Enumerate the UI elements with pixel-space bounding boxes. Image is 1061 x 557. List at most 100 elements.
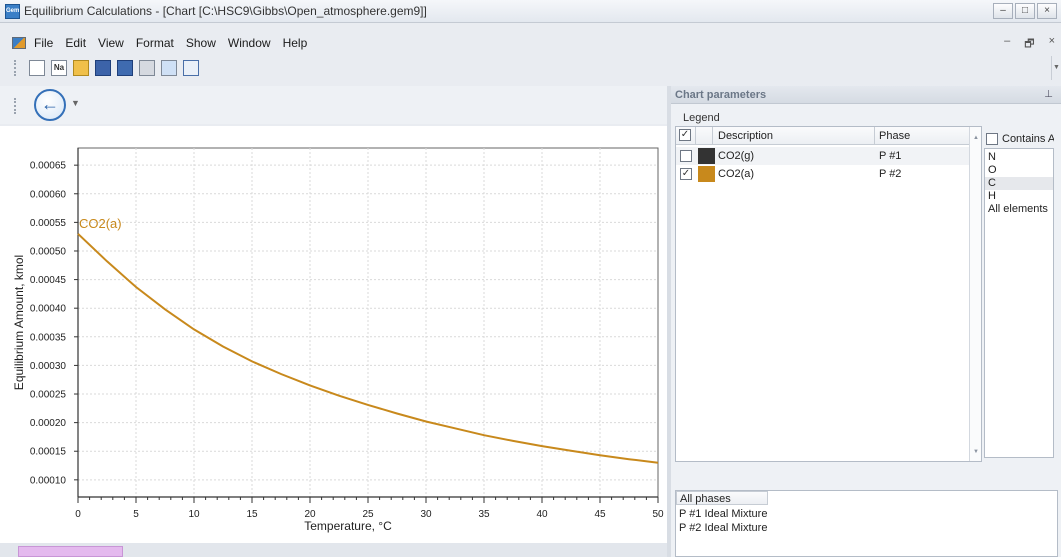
chevron-down-icon[interactable]: ▼ xyxy=(71,98,80,108)
column-phase[interactable]: Phase xyxy=(875,127,971,145)
element-item-n[interactable]: N xyxy=(988,151,996,163)
menu-format[interactable]: Format xyxy=(135,36,174,50)
minimize-button[interactable]: – xyxy=(993,3,1013,19)
maximize-button[interactable]: □ xyxy=(1015,3,1035,19)
menu-bar: File Edit View Format Show Window Help –… xyxy=(0,33,1061,53)
x-tick-label: 40 xyxy=(536,509,548,520)
legend-scrollbar[interactable]: ▲ ▼ xyxy=(969,127,981,461)
copy-icon[interactable] xyxy=(161,60,177,76)
menu-help[interactable]: Help xyxy=(282,36,308,50)
x-tick-label: 20 xyxy=(304,509,316,520)
table-icon[interactable] xyxy=(183,60,199,76)
new-file-icon[interactable] xyxy=(29,60,45,76)
app-logo-icon: Gem xyxy=(5,3,20,19)
y-tick-label: 0.00025 xyxy=(30,390,67,401)
plot-frame xyxy=(77,147,659,498)
x-tick-label: 50 xyxy=(652,509,664,520)
toolbar: Na ▼ xyxy=(0,56,1061,80)
navigation-bar xyxy=(0,86,667,124)
series-description: CO2(a) xyxy=(718,168,755,180)
y-tick-label: 0.00045 xyxy=(30,275,67,286)
series-description: CO2(g) xyxy=(718,150,755,162)
toolbar-grip[interactable] xyxy=(14,60,17,76)
series-checkbox[interactable]: ✓ xyxy=(680,168,692,180)
phase-item[interactable]: P #1 Ideal Mixture xyxy=(679,508,768,520)
series-color-swatch[interactable] xyxy=(698,166,715,182)
series-line xyxy=(77,233,659,464)
chart-parameters-panel: Chart parameters ⊥ Legend ✓ Description … xyxy=(671,86,1061,557)
series-phase: P #2 xyxy=(879,168,902,180)
window-title: Equilibrium Calculations - [Chart [C:\HS… xyxy=(24,4,427,18)
series-label: CO2(a) xyxy=(79,216,122,231)
phase-item[interactable]: P #2 Ideal Mixture xyxy=(679,522,768,534)
chart-area: 0 5 10 15 20 25 30 35 40 45 50 0.00010 0.00015 0.0002… xyxy=(0,126,667,543)
save-as-icon[interactable] xyxy=(117,60,133,76)
mdi-minimize-button[interactable]: – xyxy=(1004,35,1011,47)
column-description[interactable]: Description xyxy=(713,127,875,145)
menu-file[interactable]: File xyxy=(34,36,54,50)
menu-edit[interactable]: Edit xyxy=(65,36,87,50)
contains-filter: Contains Al N O C H All elements xyxy=(984,130,1054,458)
y-tick-label: 0.00015 xyxy=(30,447,67,458)
mdi-close-button[interactable]: × xyxy=(1048,35,1055,47)
select-all-checkbox[interactable]: ✓ xyxy=(679,129,691,141)
y-tick-label: 0.00010 xyxy=(30,475,67,486)
print-icon[interactable] xyxy=(139,60,155,76)
series-phase: P #1 xyxy=(879,150,902,162)
element-item-c[interactable]: C xyxy=(985,177,1053,190)
equilibrium-chart: 0 5 10 15 20 25 30 35 40 45 50 0.00010 0.00015 0.0002… xyxy=(12,147,664,533)
mdi-restore-button[interactable]: 🗗 xyxy=(1024,38,1035,50)
header-color-cell xyxy=(696,127,713,145)
y-tick-label: 0.00035 xyxy=(30,332,67,343)
save-icon[interactable] xyxy=(95,60,111,76)
x-tick-label: 5 xyxy=(133,509,139,520)
y-tick-label: 0.00050 xyxy=(30,246,67,257)
menu-show[interactable]: Show xyxy=(185,36,216,50)
pin-icon[interactable]: ⊥ xyxy=(1044,89,1053,100)
legend-row[interactable]: ✓ CO2(a) P #2 xyxy=(676,165,971,183)
back-arrow-icon[interactable]: ← xyxy=(34,89,66,121)
y-tick-label: 0.00055 xyxy=(30,218,67,229)
x-tick-label: 45 xyxy=(594,509,606,520)
y-tick-label: 0.00040 xyxy=(30,304,67,315)
nav-grip[interactable] xyxy=(14,98,17,114)
panel-splitter[interactable] xyxy=(667,86,671,557)
x-tick-label: 0 xyxy=(75,509,81,520)
toolbar-overflow-icon[interactable]: ▼ xyxy=(1051,56,1061,80)
scroll-down-icon[interactable]: ▼ xyxy=(973,449,979,455)
document-icon[interactable] xyxy=(12,37,26,49)
contains-checkbox[interactable] xyxy=(986,133,998,145)
y-tick-label: 0.00020 xyxy=(30,418,67,429)
title-bar: Gem Equilibrium Calculations - [Chart [C… xyxy=(0,0,1061,23)
contains-label: Contains Al xyxy=(1002,133,1054,145)
legend-label: Legend xyxy=(683,112,720,124)
x-tick-label: 25 xyxy=(362,509,374,520)
x-tick-label: 10 xyxy=(188,509,200,520)
scroll-up-icon[interactable]: ▲ xyxy=(973,135,979,141)
y-tick-label: 0.00065 xyxy=(30,161,67,172)
series-checkbox[interactable] xyxy=(680,150,692,162)
element-icon[interactable]: Na xyxy=(51,60,67,76)
x-tick-label: 15 xyxy=(246,509,258,520)
chart-tab[interactable] xyxy=(18,546,123,557)
menu-window[interactable]: Window xyxy=(227,36,271,50)
menu-view[interactable]: View xyxy=(98,36,124,50)
header-check-cell: ✓ xyxy=(676,127,696,145)
open-folder-icon[interactable] xyxy=(73,60,89,76)
series-color-swatch[interactable] xyxy=(698,148,715,164)
chart-tab-strip xyxy=(0,543,667,557)
panel-header: Chart parameters ⊥ xyxy=(671,86,1061,104)
panel-title: Chart parameters xyxy=(675,89,767,101)
element-item-h[interactable]: H xyxy=(988,190,996,202)
legend-row[interactable]: CO2(g) P #1 xyxy=(676,147,971,165)
element-item-o[interactable]: O xyxy=(988,164,997,176)
element-item-all[interactable]: All elements xyxy=(988,203,1048,215)
element-list: N O C H All elements xyxy=(984,148,1054,458)
phase-list-header[interactable]: All phases xyxy=(676,491,768,505)
y-axis-label: Equilibrium Amount, kmol xyxy=(12,255,26,390)
x-tick-label: 35 xyxy=(478,509,490,520)
close-button[interactable]: × xyxy=(1037,3,1057,19)
y-tick-label: 0.00030 xyxy=(30,361,67,372)
x-axis-label: Temperature, °C xyxy=(304,519,392,533)
legend-table: ✓ Description Phase CO2(g) P #1 ✓ CO2(a)… xyxy=(675,126,982,462)
